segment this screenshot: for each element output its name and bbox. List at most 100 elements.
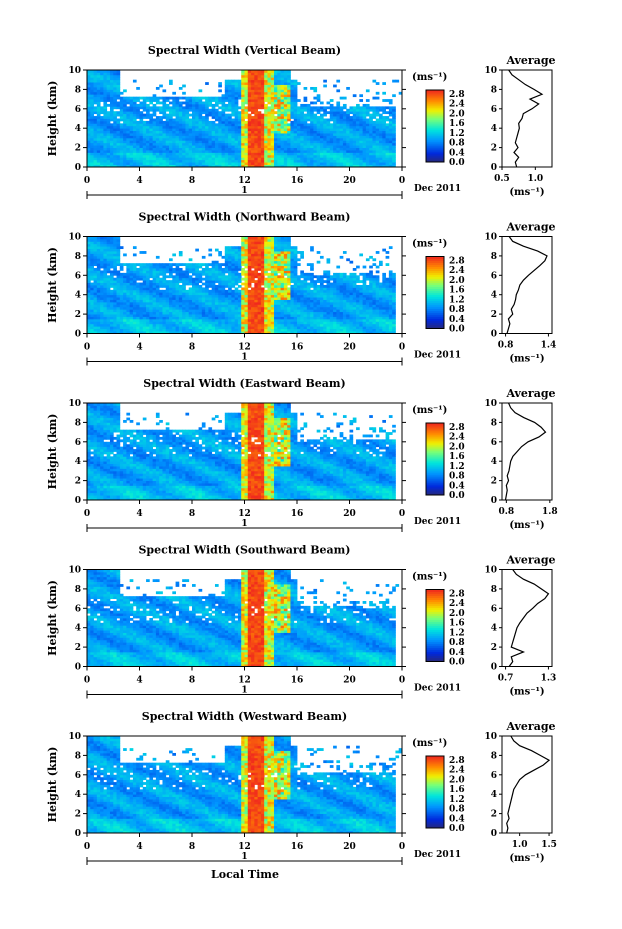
heatmap-cell	[224, 159, 229, 163]
heatmap-cell	[290, 130, 295, 134]
heatmap-cell	[228, 154, 232, 158]
heatmap-cell	[169, 321, 173, 325]
heatmap-cell	[201, 309, 206, 313]
heatmap-cell	[336, 123, 341, 127]
heatmap-cell	[237, 125, 242, 129]
heatmap-cell	[310, 142, 314, 146]
heatmap-cell	[237, 301, 242, 305]
heatmap-cell	[244, 150, 249, 153]
heatmap-cell	[185, 306, 190, 310]
heatmap-cell	[267, 159, 272, 163]
heatmap-cell	[109, 82, 114, 85]
heatmap-cell	[247, 133, 252, 136]
heatmap-cell	[172, 159, 176, 163]
heatmap-cell	[96, 86, 101, 90]
heatmap-cell	[162, 263, 167, 266]
heatmap-cell	[329, 128, 334, 132]
heatmap-cell	[182, 314, 186, 317]
heatmap-cell	[208, 297, 213, 300]
heatmap-cell	[287, 91, 291, 95]
heatmap-cell	[132, 79, 137, 83]
heatmap-cell	[290, 82, 295, 85]
heatmap-cell	[356, 145, 360, 148]
heatmap-cell	[260, 318, 265, 322]
heatmap-cell	[277, 86, 281, 90]
colorbar-bin	[426, 152, 444, 155]
heatmap-cell	[339, 164, 344, 168]
heatmap-cell	[178, 130, 183, 134]
heatmap-cell	[132, 150, 137, 153]
heatmap-cell	[280, 285, 285, 288]
heatmap-cell	[300, 135, 304, 139]
heatmap-cell	[257, 103, 262, 107]
heatmap-cell	[283, 123, 288, 127]
heatmap-cell	[277, 125, 281, 129]
heatmap-cell	[119, 113, 124, 117]
heatmap-cell	[270, 123, 275, 127]
heatmap-cell	[116, 120, 121, 124]
heatmap-cell	[195, 99, 199, 102]
heatmap-cell	[221, 137, 226, 141]
heatmap-cell	[224, 152, 229, 156]
heatmap-cell	[185, 301, 190, 305]
heatmap-cell	[254, 113, 259, 117]
heatmap-cell	[303, 137, 308, 141]
heatmap-cell	[162, 164, 167, 168]
heatmap-cell	[119, 285, 124, 288]
heatmap-cell	[280, 243, 285, 247]
heatmap-cell	[260, 159, 265, 163]
heatmap-cell	[218, 314, 222, 317]
heatmap-cell	[162, 277, 167, 281]
heatmap-cell	[113, 323, 117, 327]
heatmap-cell	[119, 265, 124, 269]
heatmap-cell	[155, 285, 160, 288]
heatmap-cell	[323, 111, 327, 115]
heatmap-cell	[333, 140, 337, 144]
heatmap-cell	[264, 150, 268, 153]
heatmap-cell	[270, 147, 275, 151]
heatmap-cell	[155, 272, 160, 276]
heatmap-cell	[93, 106, 98, 110]
heatmap-cell	[290, 103, 295, 107]
heatmap-cell	[123, 328, 127, 332]
heatmap-cell	[287, 145, 291, 148]
heatmap-cell	[205, 116, 209, 119]
heatmap-cell	[316, 116, 321, 119]
heatmap-cell	[326, 123, 331, 127]
heatmap-cell	[103, 135, 108, 139]
heatmap-cell	[247, 74, 252, 78]
heatmap-cell	[159, 318, 163, 322]
heatmap-cell	[126, 135, 131, 139]
heatmap-cell	[260, 145, 265, 148]
heatmap-cell	[93, 326, 98, 330]
heatmap-cell	[211, 263, 216, 266]
heatmap-cell	[392, 164, 396, 168]
heatmap-cell	[192, 270, 196, 274]
heatmap-cell	[129, 268, 134, 271]
heatmap-cell	[231, 253, 236, 257]
heatmap-cell	[303, 125, 308, 129]
heatmap-cell	[362, 123, 367, 127]
heatmap-cell	[195, 268, 199, 271]
heatmap-cell	[192, 316, 196, 320]
heatmap-cell	[192, 301, 196, 305]
heatmap-cell	[218, 128, 222, 132]
heatmap-cell	[178, 301, 183, 305]
heatmap-cell	[254, 316, 259, 320]
heatmap-cell	[342, 120, 347, 124]
heatmap-cell	[208, 159, 213, 163]
heatmap-cell	[119, 328, 124, 332]
heatmap-cell	[198, 118, 203, 122]
heatmap-cell	[274, 157, 278, 161]
heatmap-cell	[260, 154, 265, 158]
heatmap-cell	[352, 133, 357, 136]
heatmap-cell	[260, 323, 265, 327]
heatmap-cell	[159, 268, 163, 271]
heatmap-cell	[221, 103, 226, 107]
heatmap-cell	[175, 282, 180, 286]
heatmap-cell	[231, 145, 236, 148]
heatmap-cell	[205, 162, 209, 165]
heatmap-cell	[221, 326, 226, 330]
heatmap-cell	[224, 145, 229, 148]
heatmap-cell	[352, 142, 357, 146]
